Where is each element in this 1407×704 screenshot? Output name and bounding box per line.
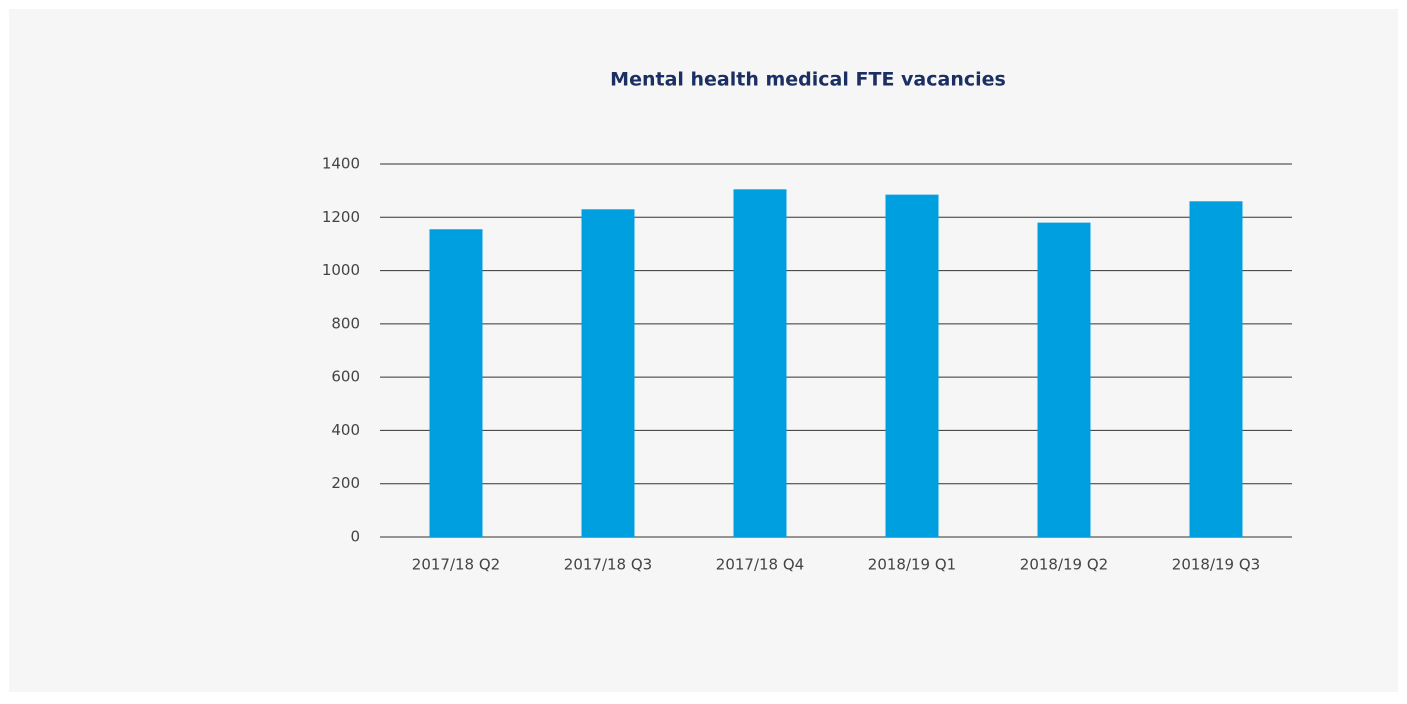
y-tick-label: 0 [350,528,360,546]
y-tick-label: 1000 [322,261,360,279]
x-tick-label: 2017/18 Q3 [564,556,652,574]
chart-title: Mental health medical FTE vacancies [610,69,1006,91]
bar [581,209,635,538]
x-tick-label: 2018/19 Q3 [1172,556,1260,574]
y-tick-label: 1400 [322,155,360,173]
bar [885,194,939,537]
bar [733,189,787,537]
y-tick-label: 1200 [322,208,360,226]
bar [1189,201,1243,538]
x-tick-label: 2018/19 Q2 [1020,556,1108,574]
x-tick-label: 2017/18 Q2 [412,556,500,574]
y-tick-label: 400 [331,421,360,439]
bar [1037,222,1091,537]
x-tick-label: 2018/19 Q1 [868,556,956,574]
y-tick-label: 800 [331,314,360,332]
bar [429,229,483,537]
y-tick-label: 200 [331,474,360,492]
panel [9,9,1398,692]
x-tick-label: 2017/18 Q4 [716,556,804,574]
y-tick-label: 600 [331,368,360,386]
